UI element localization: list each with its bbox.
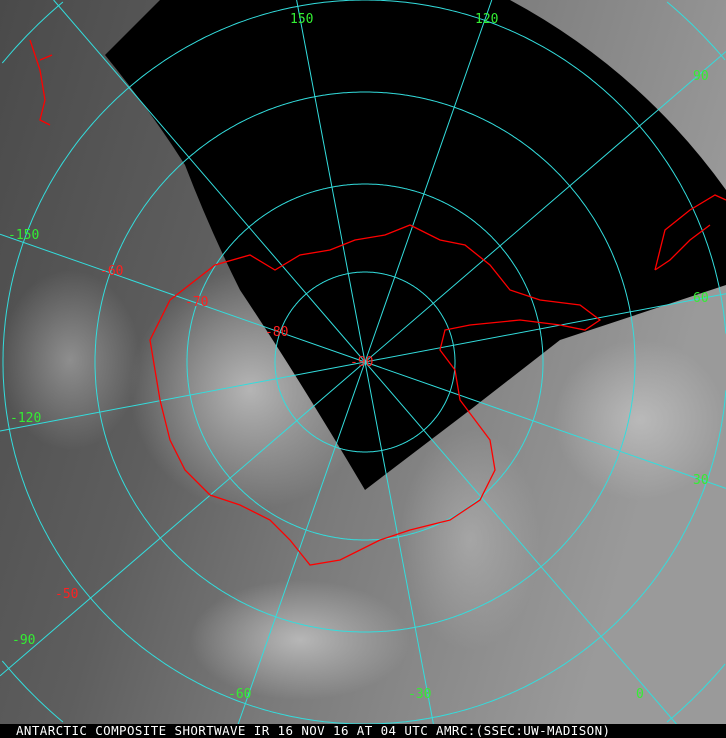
longitude-label: -30 (408, 687, 431, 702)
longitude-line (0, 233, 366, 363)
latitude-label: -70 (185, 295, 208, 310)
latitude-circle (2, 0, 726, 725)
longitude-line (364, 361, 677, 725)
latitude-label: -90 (350, 355, 373, 370)
longitude-line (364, 361, 726, 489)
longitude-line (0, 361, 366, 432)
longitude-label: -150 (8, 228, 39, 243)
longitude-line (296, 0, 366, 363)
south-america-coastline (654, 194, 726, 271)
longitude-label: -120 (10, 411, 41, 426)
graticule-labels: -90 -80 -70 -60 -50 150 120 90 60 30 0 -30 -60 -90 -12… (8, 12, 709, 702)
latitude-label: -60 (100, 264, 123, 279)
antarctica-coastline (149, 224, 602, 566)
image-caption: ANTARCTIC COMPOSITE SHORTWAVE IR 16 NOV … (0, 724, 726, 738)
cloud-mass (0, 270, 140, 450)
latitude-label: -50 (55, 587, 78, 602)
longitude-label: -90 (12, 633, 35, 648)
latitude-circle (274, 271, 456, 453)
longitude-label: 60 (693, 291, 709, 306)
latitude-label: -80 (265, 325, 288, 340)
longitude-line (364, 0, 493, 363)
longitude-line (237, 361, 366, 725)
longitude-line (53, 0, 366, 363)
longitude-line (364, 293, 726, 363)
longitude-line (364, 361, 434, 725)
longitude-label: 120 (475, 12, 498, 27)
latitude-circle (94, 91, 636, 633)
new-zealand-coastline (29, 39, 53, 126)
longitude-label: 30 (693, 473, 709, 488)
cloud-band (400, 430, 540, 650)
longitude-label: 90 (693, 69, 709, 84)
cloud-mass (190, 580, 410, 700)
longitude-line (364, 51, 726, 363)
longitude-label: -60 (228, 687, 251, 702)
longitude-line (0, 361, 366, 677)
no-data-region (105, 0, 726, 490)
longitude-label: 0 (636, 687, 644, 702)
longitude-label: 150 (290, 12, 313, 27)
cyclone-cloud (554, 340, 726, 500)
latitude-circle (186, 183, 544, 541)
latitude-circle (1, 1, 726, 723)
